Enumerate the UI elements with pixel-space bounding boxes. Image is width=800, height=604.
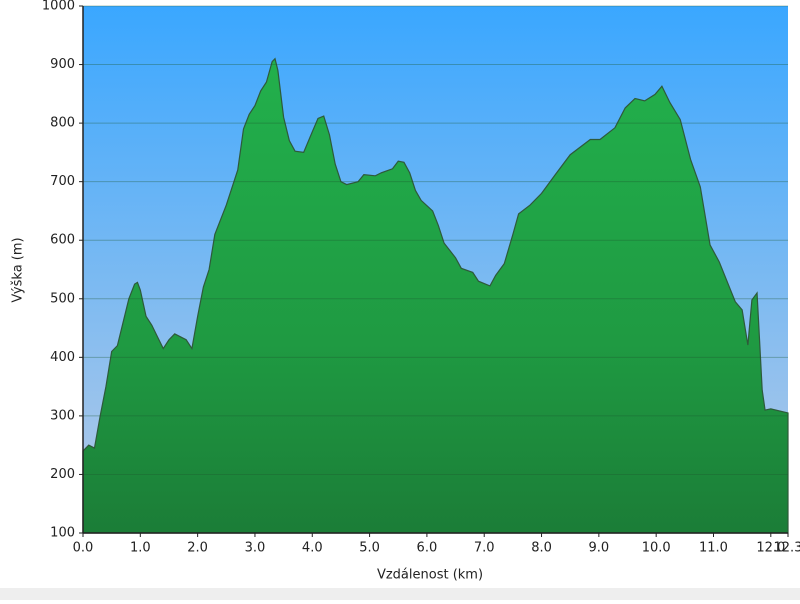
x-axis-label: Vzdálenost (km)	[377, 568, 483, 583]
y-tick-label: 600	[50, 233, 75, 248]
x-tick-label: 2.0	[187, 541, 208, 556]
x-tick-label: 11.0	[699, 541, 728, 556]
y-tick-label: 500	[50, 291, 75, 306]
y-tick-label: 700	[50, 174, 75, 189]
footer-strip	[0, 588, 800, 600]
x-tick-label: 1.0	[130, 541, 151, 556]
y-tick-label: 400	[50, 350, 75, 365]
x-tick-label: 10.0	[642, 541, 671, 556]
y-tick-label: 800	[50, 116, 75, 131]
x-tick-label: 0.0	[73, 541, 94, 556]
x-tick-label: 4.0	[302, 541, 323, 556]
y-axis-label: Výška (m)	[11, 237, 26, 302]
x-tick-label: 5.0	[359, 541, 380, 556]
y-tick-label: 300	[50, 408, 75, 423]
y-tick-label: 1000	[42, 0, 75, 14]
y-tick-label: 100	[50, 526, 75, 541]
y-tick-label: 900	[50, 57, 75, 72]
x-tick-label: 12.3	[774, 541, 800, 556]
x-tick-label: 12.0	[756, 541, 785, 556]
x-tick-label: 3.0	[245, 541, 266, 556]
area	[82, 57, 789, 534]
x-tick-label: 8.0	[531, 541, 552, 556]
y-tick-label: 200	[50, 467, 75, 482]
x-tick-label: 7.0	[474, 541, 495, 556]
x-tick-label: 6.0	[417, 541, 438, 556]
x-tick-label: 9.0	[589, 541, 610, 556]
